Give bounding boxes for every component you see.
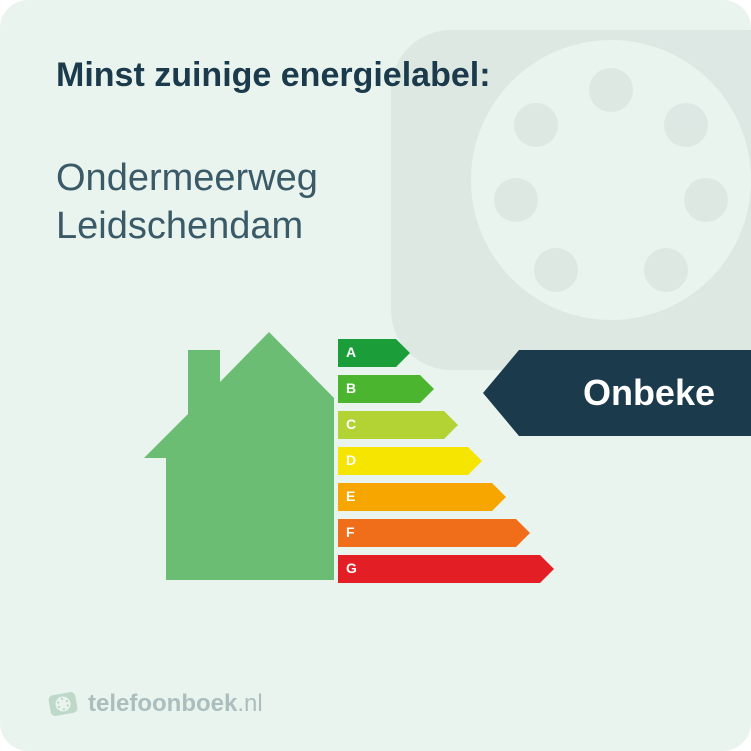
energy-bar-letter: G (346, 560, 357, 576)
house-icon (144, 332, 334, 580)
energy-bar-shape: G (338, 555, 554, 583)
energy-bar-d: D (338, 446, 554, 476)
energy-bar-letter: A (346, 344, 356, 360)
energy-bar-letter: C (346, 416, 356, 432)
info-card: Minst zuinige energielabel: Ondermeerweg… (0, 0, 751, 751)
footer-brand-name: telefoonboek (88, 690, 237, 717)
subtitle-line2: Leidschendam (56, 205, 303, 247)
energy-bar-letter: B (346, 380, 356, 396)
energy-bar-e: E (338, 482, 554, 512)
energy-bar-f: F (338, 518, 554, 548)
energy-bar-letter: D (346, 452, 356, 468)
phonebook-logo-icon (48, 689, 78, 719)
energy-bar-shape: A (338, 339, 410, 367)
energy-bar-shape: D (338, 447, 482, 475)
energy-bar-shape: F (338, 519, 530, 547)
energy-bar-letter: E (346, 488, 355, 504)
footer: telefoonboek.nl (48, 689, 263, 719)
energy-bar-shape: C (338, 411, 458, 439)
energy-bar-letter: F (346, 524, 355, 540)
energy-bar-shape: E (338, 483, 506, 511)
energy-bar-g: G (338, 554, 554, 584)
footer-brand-tld: .nl (237, 690, 262, 717)
card-subtitle: Ondermeerweg Leidschendam (56, 155, 703, 250)
status-badge-text: Onbeke (583, 372, 715, 414)
energy-bar-shape: B (338, 375, 434, 403)
energy-label-chart: ABCDEFG Onbeke (56, 320, 703, 600)
card-title: Minst zuinige energielabel: (56, 56, 703, 95)
subtitle-line1: Ondermeerweg (56, 157, 318, 199)
footer-brand: telefoonboek.nl (88, 690, 263, 718)
status-badge: Onbeke (519, 350, 751, 436)
